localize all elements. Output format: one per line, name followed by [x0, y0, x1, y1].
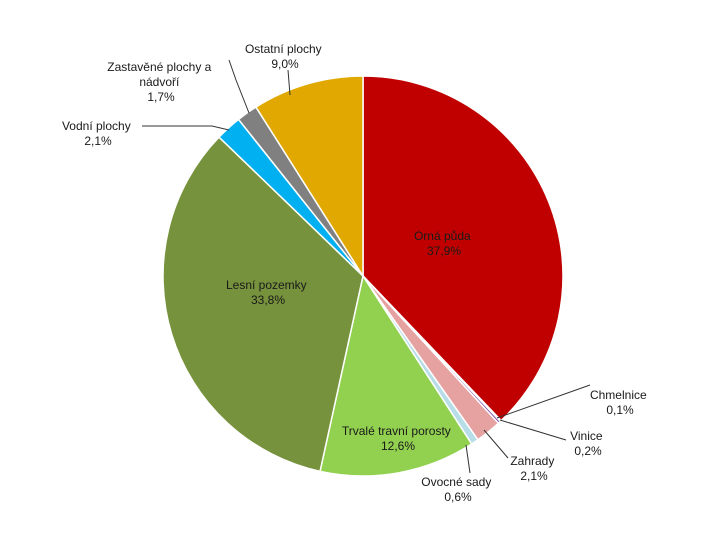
label-orna-puda: Orná půda 37,9%	[414, 229, 474, 258]
pie-slice-5	[319, 274, 473, 477]
pie-slice-9	[254, 75, 364, 279]
label-vinice: Vinice 0,2%	[570, 429, 606, 458]
pie-slices	[162, 75, 564, 477]
leader-lines	[142, 59, 591, 474]
leader-line-ovocne-sady	[465, 444, 471, 474]
label-zastavene-plochy: Zastavěné plochy a nádvoří 1,7%	[107, 60, 214, 104]
leader-line-zahrady	[483, 429, 509, 459]
leader-line-vinice	[499, 419, 567, 441]
label-ostatni-plochy: Ostatní plochy 9,0%	[245, 42, 325, 71]
label-ovocne-sady: Ovocné sady 0,6%	[421, 475, 494, 504]
label-vodni-plochy: Vodní plochy 2,1%	[62, 119, 134, 148]
pie-slice-0	[362, 75, 564, 422]
label-lesni-pozemky: Lesní pozemky 33,8%	[226, 278, 310, 307]
label-trvale-travni-porosty: Trvalé travní porosty 12,6%	[342, 424, 454, 453]
leader-line-zastavene-plochy	[228, 59, 250, 114]
leader-line-ostatni-plochy	[287, 69, 291, 96]
leader-line-vodni-plochy	[142, 125, 230, 131]
label-zahrady: Zahrady 2,1%	[510, 454, 557, 483]
slice-labels: Orná půda 37,9% Chmelnice 0,1% Vinice 0,…	[62, 42, 650, 504]
label-chmelnice: Chmelnice 0,1%	[590, 388, 650, 417]
leader-line-chmelnice	[496, 384, 591, 419]
pie-slice-6	[162, 136, 364, 473]
